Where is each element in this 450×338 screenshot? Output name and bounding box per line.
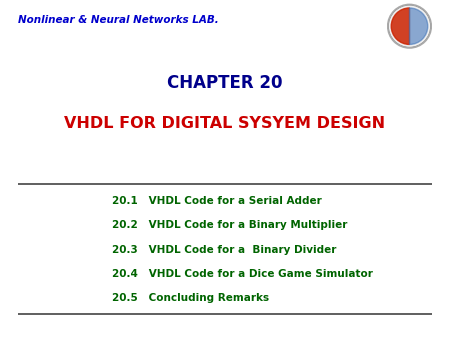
Text: VHDL FOR DIGITAL SYSYEM DESIGN: VHDL FOR DIGITAL SYSYEM DESIGN [64, 116, 386, 131]
Text: CHAPTER 20: CHAPTER 20 [167, 74, 283, 92]
Text: 20.4   VHDL Code for a Dice Game Simulator: 20.4 VHDL Code for a Dice Game Simulator [112, 269, 374, 279]
Wedge shape [410, 8, 428, 45]
Circle shape [388, 5, 431, 47]
Wedge shape [391, 8, 410, 45]
Text: 20.2   VHDL Code for a Binary Multiplier: 20.2 VHDL Code for a Binary Multiplier [112, 220, 348, 231]
Text: 20.5   Concluding Remarks: 20.5 Concluding Remarks [112, 293, 270, 304]
Text: 20.3   VHDL Code for a  Binary Divider: 20.3 VHDL Code for a Binary Divider [112, 245, 337, 255]
Text: Nonlinear & Neural Networks LAB.: Nonlinear & Neural Networks LAB. [18, 15, 219, 25]
Text: 20.1   VHDL Code for a Serial Adder: 20.1 VHDL Code for a Serial Adder [112, 196, 322, 206]
